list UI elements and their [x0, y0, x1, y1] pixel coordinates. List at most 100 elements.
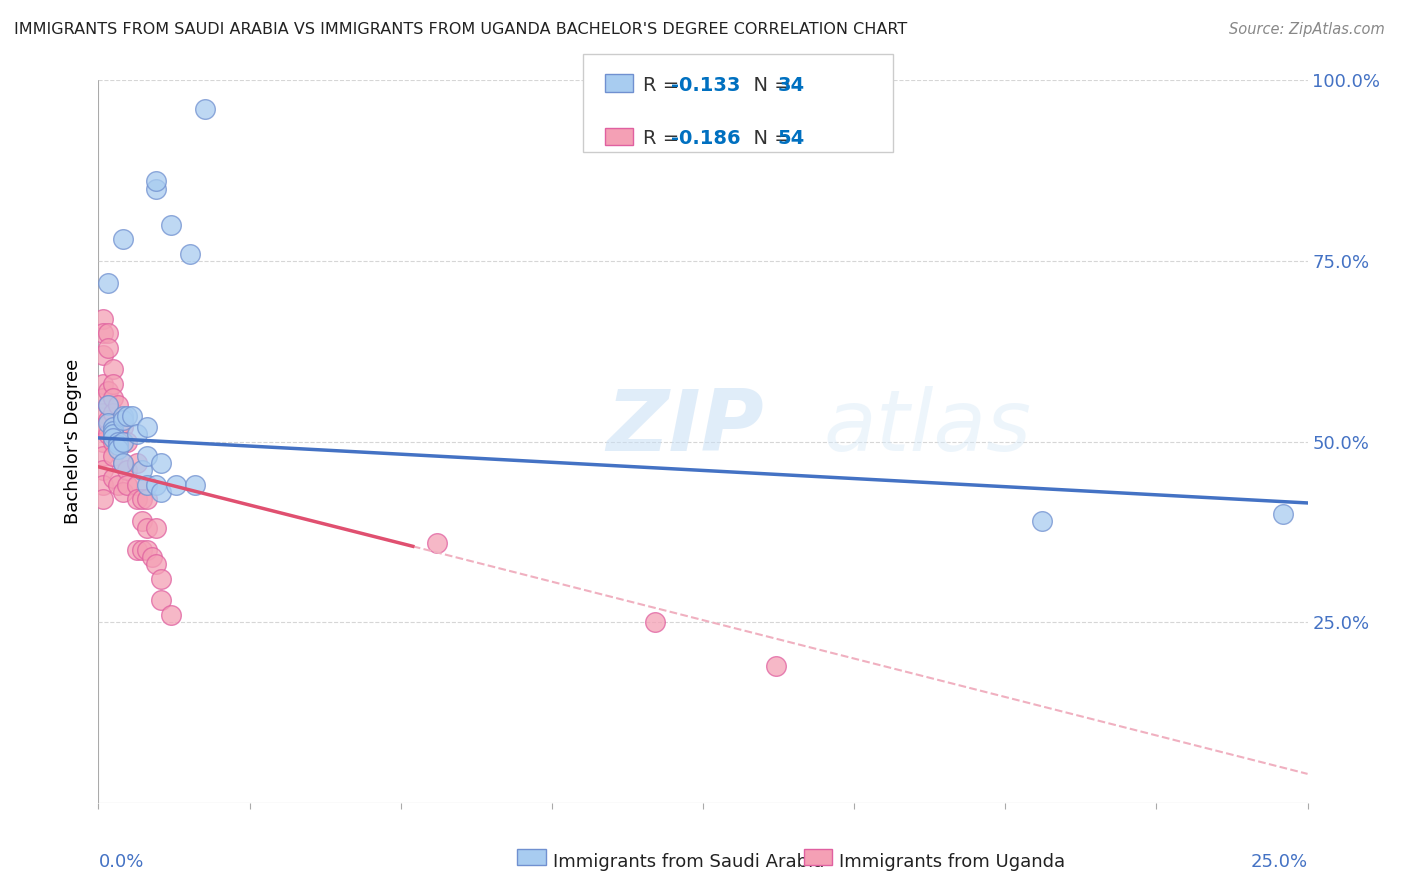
Point [131, 514, 153, 528]
Point [111, 456, 134, 470]
Point [101, 470, 124, 484]
Point [135, 478, 157, 492]
Point [1272, 507, 1295, 521]
Point [117, 409, 139, 424]
Point [101, 424, 124, 438]
Point [101, 434, 124, 449]
Point [107, 438, 129, 452]
Point [1031, 514, 1053, 528]
Point [91, 311, 114, 326]
Point [111, 420, 134, 434]
Point [150, 593, 173, 607]
Point [91, 376, 114, 391]
Point [127, 427, 149, 442]
Point [117, 463, 139, 477]
Point [150, 485, 173, 500]
Point [107, 434, 129, 449]
Point [131, 463, 153, 477]
Point [97, 417, 120, 431]
Point [150, 456, 173, 470]
Point [135, 521, 157, 535]
Point [145, 174, 167, 188]
Point [184, 478, 207, 492]
Point [160, 218, 183, 232]
Point [91, 492, 114, 507]
Point [101, 406, 124, 420]
Point [145, 478, 167, 492]
Point [111, 434, 134, 449]
Point [145, 521, 167, 535]
Point [165, 478, 187, 492]
Point [150, 572, 173, 586]
Point [111, 413, 134, 427]
Point [97, 398, 120, 412]
Point [101, 362, 124, 376]
Text: N =: N = [741, 129, 797, 148]
Point [111, 434, 134, 449]
Point [101, 391, 124, 405]
Text: Immigrants from Saudi Arabia: Immigrants from Saudi Arabia [553, 853, 824, 871]
Point [91, 463, 114, 477]
Point [107, 442, 129, 456]
Point [101, 449, 124, 463]
Point [97, 427, 120, 442]
Point [91, 420, 114, 434]
Point [194, 102, 217, 116]
Point [97, 326, 120, 340]
Point [107, 420, 129, 434]
Point [179, 246, 201, 260]
Text: atlas: atlas [824, 385, 1032, 468]
Point [135, 492, 157, 507]
Text: -0.133: -0.133 [671, 76, 740, 95]
Point [101, 427, 124, 442]
Point [145, 558, 167, 572]
Point [91, 449, 114, 463]
Point [127, 456, 149, 470]
Point [127, 492, 149, 507]
Point [135, 449, 157, 463]
Text: -0.186: -0.186 [671, 129, 741, 148]
Point [91, 478, 114, 492]
Point [135, 542, 157, 557]
Point [160, 607, 183, 622]
Point [127, 478, 149, 492]
Text: IMMIGRANTS FROM SAUDI ARABIA VS IMMIGRANTS FROM UGANDA BACHELOR'S DEGREE CORRELA: IMMIGRANTS FROM SAUDI ARABIA VS IMMIGRAN… [14, 22, 907, 37]
Text: 25.0%: 25.0% [1250, 854, 1308, 871]
Text: 34: 34 [778, 76, 804, 95]
Text: R =: R = [643, 76, 685, 95]
Text: ZIP: ZIP [606, 385, 763, 468]
Point [135, 420, 157, 434]
Point [101, 376, 124, 391]
Y-axis label: Bachelor's Degree: Bachelor's Degree [65, 359, 83, 524]
Point [97, 398, 120, 412]
Point [131, 492, 153, 507]
Point [101, 420, 124, 434]
Point [107, 478, 129, 492]
Point [111, 485, 134, 500]
Point [97, 341, 120, 355]
Point [107, 398, 129, 412]
Point [111, 409, 134, 424]
Point [97, 413, 120, 427]
Point [127, 542, 149, 557]
Point [111, 232, 134, 246]
Point [91, 391, 114, 405]
Point [145, 182, 167, 196]
Point [91, 348, 114, 362]
Point [117, 434, 139, 449]
Point [91, 406, 114, 420]
Point [91, 326, 114, 340]
Text: Immigrants from Uganda: Immigrants from Uganda [839, 853, 1066, 871]
Text: R =: R = [643, 129, 685, 148]
Point [426, 535, 449, 549]
Point [117, 478, 139, 492]
Point [101, 431, 124, 445]
Text: N =: N = [741, 76, 797, 95]
Text: Source: ZipAtlas.com: Source: ZipAtlas.com [1229, 22, 1385, 37]
Point [121, 409, 143, 424]
Text: 54: 54 [778, 129, 804, 148]
Point [91, 434, 114, 449]
Text: 0.0%: 0.0% [98, 854, 143, 871]
Point [644, 615, 666, 630]
Point [97, 276, 120, 290]
